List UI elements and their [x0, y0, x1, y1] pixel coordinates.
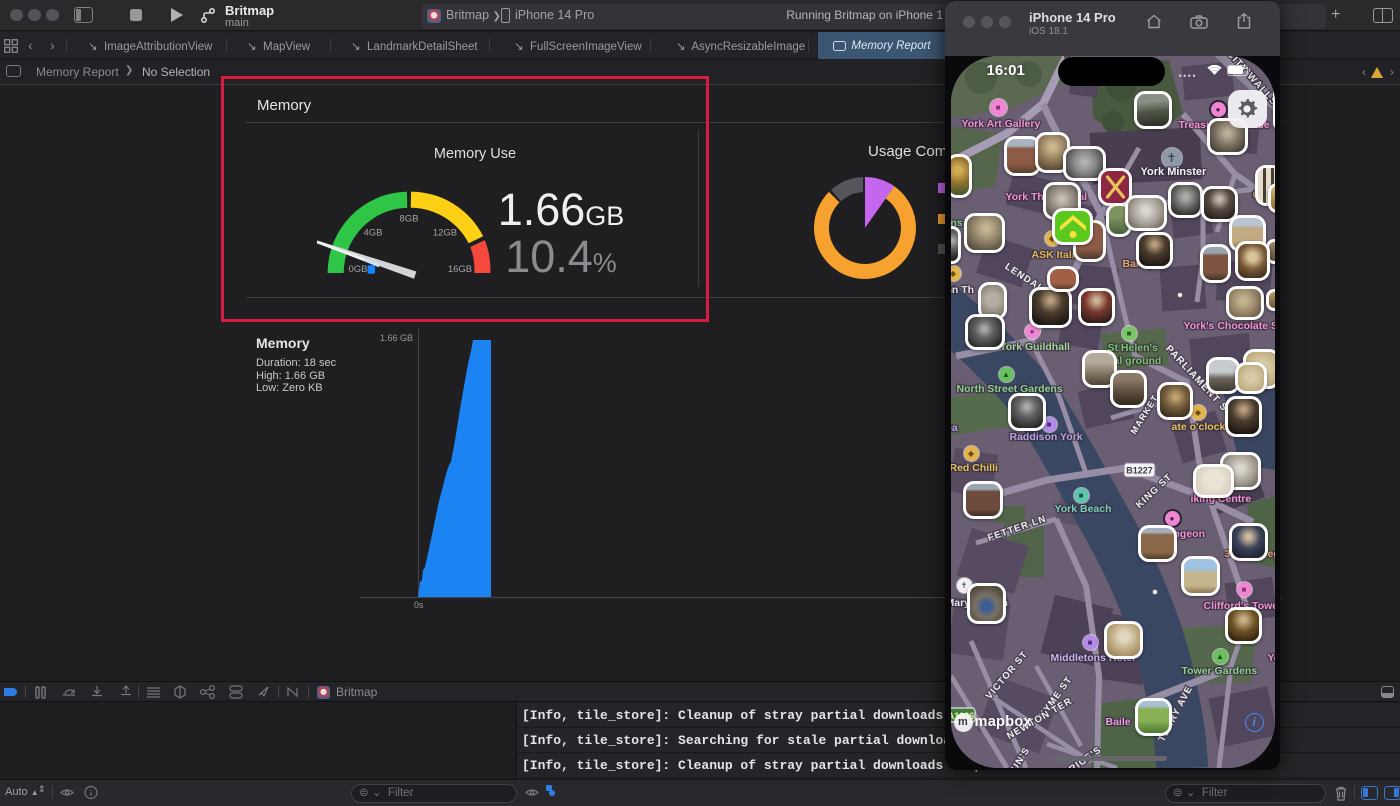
- svg-text:4GB: 4GB: [363, 228, 382, 239]
- svg-text:0GB: 0GB: [348, 264, 367, 275]
- svg-text:16GB: 16GB: [448, 264, 472, 275]
- svg-text:B1227: B1227: [1126, 466, 1153, 476]
- svg-text:12GB: 12GB: [433, 228, 457, 239]
- svg-text:8GB: 8GB: [399, 214, 418, 225]
